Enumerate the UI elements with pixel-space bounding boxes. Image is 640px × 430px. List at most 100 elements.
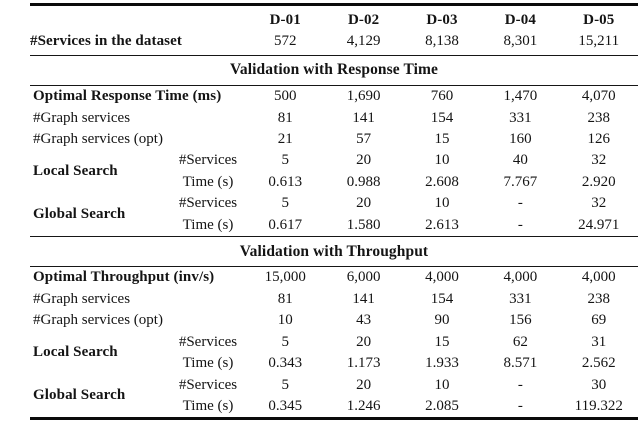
value-cell: - <box>517 216 523 233</box>
dataset-size-label: #Services in the dataset <box>30 32 182 49</box>
optimal-response-time-row: Optimal Response Time (ms) 500 1,690 760… <box>30 86 638 108</box>
value-cell: 1.246 <box>346 397 381 414</box>
value-cell: 32 <box>591 152 607 169</box>
results-table-wrapper: D-01 D-02 D-03 D-04 D-05 #Services in th… <box>30 3 638 421</box>
value-cell: 32 <box>591 195 607 212</box>
row-label: Optimal Response Time (ms) <box>33 88 222 105</box>
row-label: Optimal Throughput (inv/s) <box>33 269 215 286</box>
value-cell: 15 <box>434 333 450 350</box>
value-cell: 5 <box>281 376 289 393</box>
value-cell: 0.988 <box>346 173 381 190</box>
column-header-row: D-01 D-02 D-03 D-04 D-05 <box>30 6 638 31</box>
section-title: Validation with Throughput <box>30 236 638 268</box>
value-cell: 5 <box>281 152 289 169</box>
section-title: Validation with Response Time <box>30 54 638 87</box>
row-label: #Graph services (opt) <box>33 131 163 148</box>
time-sublabel: Time (s) <box>182 173 234 190</box>
value-cell: 30 <box>591 376 607 393</box>
value-cell: 2.613 <box>425 216 459 233</box>
local-search-label: Local Search <box>33 344 118 361</box>
row-label: #Graph services <box>33 290 131 307</box>
value-cell: 0.345 <box>268 397 303 414</box>
column-header-d04: D-04 <box>504 11 536 28</box>
value-cell: 572 <box>273 32 297 49</box>
value-cell: - <box>517 397 523 414</box>
value-cell: 0.617 <box>268 216 303 233</box>
value-cell: 7.767 <box>503 173 538 190</box>
graph-services-row: #Graph services 81 141 154 331 238 <box>30 289 638 310</box>
column-header-d02: D-02 <box>347 11 380 28</box>
value-cell: 15,211 <box>578 32 620 49</box>
column-header-d03: D-03 <box>426 11 458 28</box>
value-cell: 0.343 <box>268 355 303 372</box>
services-sublabel: #Services <box>178 195 238 212</box>
value-cell: 160 <box>509 131 532 148</box>
throughput-section-title-row: Validation with Throughput <box>30 236 638 268</box>
graph-services-row: #Graph services 81 141 154 331 238 <box>30 108 638 129</box>
response-time-section-title-row: Validation with Response Time <box>30 54 638 87</box>
value-cell: 10 <box>277 312 293 329</box>
value-cell: 1.933 <box>425 355 459 372</box>
value-cell: 15,000 <box>264 269 306 286</box>
value-cell: 156 <box>509 312 532 329</box>
time-sublabel: Time (s) <box>182 355 234 372</box>
value-cell: 331 <box>509 290 532 307</box>
value-cell: 43 <box>356 312 372 329</box>
value-cell: 81 <box>277 109 293 126</box>
value-cell: 4,129 <box>346 32 381 49</box>
time-sublabel: Time (s) <box>182 397 234 414</box>
value-cell: 62 <box>512 333 528 350</box>
value-cell: 21 <box>277 131 293 148</box>
value-cell: 57 <box>356 131 372 148</box>
row-label: #Graph services (opt) <box>33 312 163 329</box>
value-cell: 154 <box>430 290 454 307</box>
value-cell: 20 <box>356 333 372 350</box>
optimal-throughput-row: Optimal Throughput (inv/s) 15,000 6,000 … <box>30 267 638 289</box>
global-search-services-row: Global Search #Services 5 20 10 - 32 <box>30 193 638 222</box>
value-cell: 24.971 <box>578 216 620 233</box>
value-cell: 0.613 <box>268 173 303 190</box>
global-search-label: Global Search <box>33 205 126 222</box>
value-cell: 20 <box>356 152 372 169</box>
value-cell: - <box>517 376 523 393</box>
global-search-services-row: Global Search #Services 5 20 10 - 30 <box>30 375 638 404</box>
time-sublabel: Time (s) <box>182 216 234 233</box>
row-label: #Graph services <box>33 109 131 126</box>
value-cell: 20 <box>356 376 372 393</box>
value-cell: 8,301 <box>503 32 538 49</box>
services-sublabel: #Services <box>178 333 238 350</box>
value-cell: 126 <box>587 131 611 148</box>
value-cell: 5 <box>281 333 289 350</box>
value-cell: 141 <box>352 290 375 307</box>
value-cell: 69 <box>591 312 607 329</box>
services-sublabel: #Services <box>178 376 238 393</box>
global-search-time-row: Time (s) 0.617 1.580 2.613 - 24.971 <box>30 215 638 237</box>
services-sublabel: #Services <box>178 152 238 169</box>
value-cell: 154 <box>430 109 454 126</box>
local-search-label: Local Search <box>33 163 118 180</box>
value-cell: 238 <box>587 109 611 126</box>
value-cell: 8,138 <box>425 32 459 49</box>
value-cell: 141 <box>352 109 375 126</box>
value-cell: 10 <box>434 376 450 393</box>
value-cell: 238 <box>587 290 611 307</box>
value-cell: 8.571 <box>503 355 538 372</box>
value-cell: 331 <box>509 109 532 126</box>
column-header-d05: D-05 <box>583 11 615 28</box>
value-cell: 4,000 <box>581 269 616 286</box>
value-cell: 10 <box>434 152 450 169</box>
value-cell: 40 <box>512 152 528 169</box>
value-cell: 4,000 <box>503 269 538 286</box>
local-search-services-row: Local Search #Services 5 20 10 40 32 <box>30 150 638 179</box>
value-cell: 760 <box>430 88 454 105</box>
value-cell: 1.580 <box>346 216 381 233</box>
value-cell: 2.920 <box>581 173 616 190</box>
column-header-d01: D-01 <box>269 11 301 28</box>
value-cell: 2.085 <box>425 397 459 414</box>
corner-cell <box>30 6 246 31</box>
value-cell: 1,470 <box>503 88 538 105</box>
value-cell: 4,000 <box>425 269 459 286</box>
value-cell: 81 <box>277 290 293 307</box>
value-cell: 2.608 <box>425 173 459 190</box>
validation-results-table: D-01 D-02 D-03 D-04 D-05 #Services in th… <box>30 6 638 417</box>
